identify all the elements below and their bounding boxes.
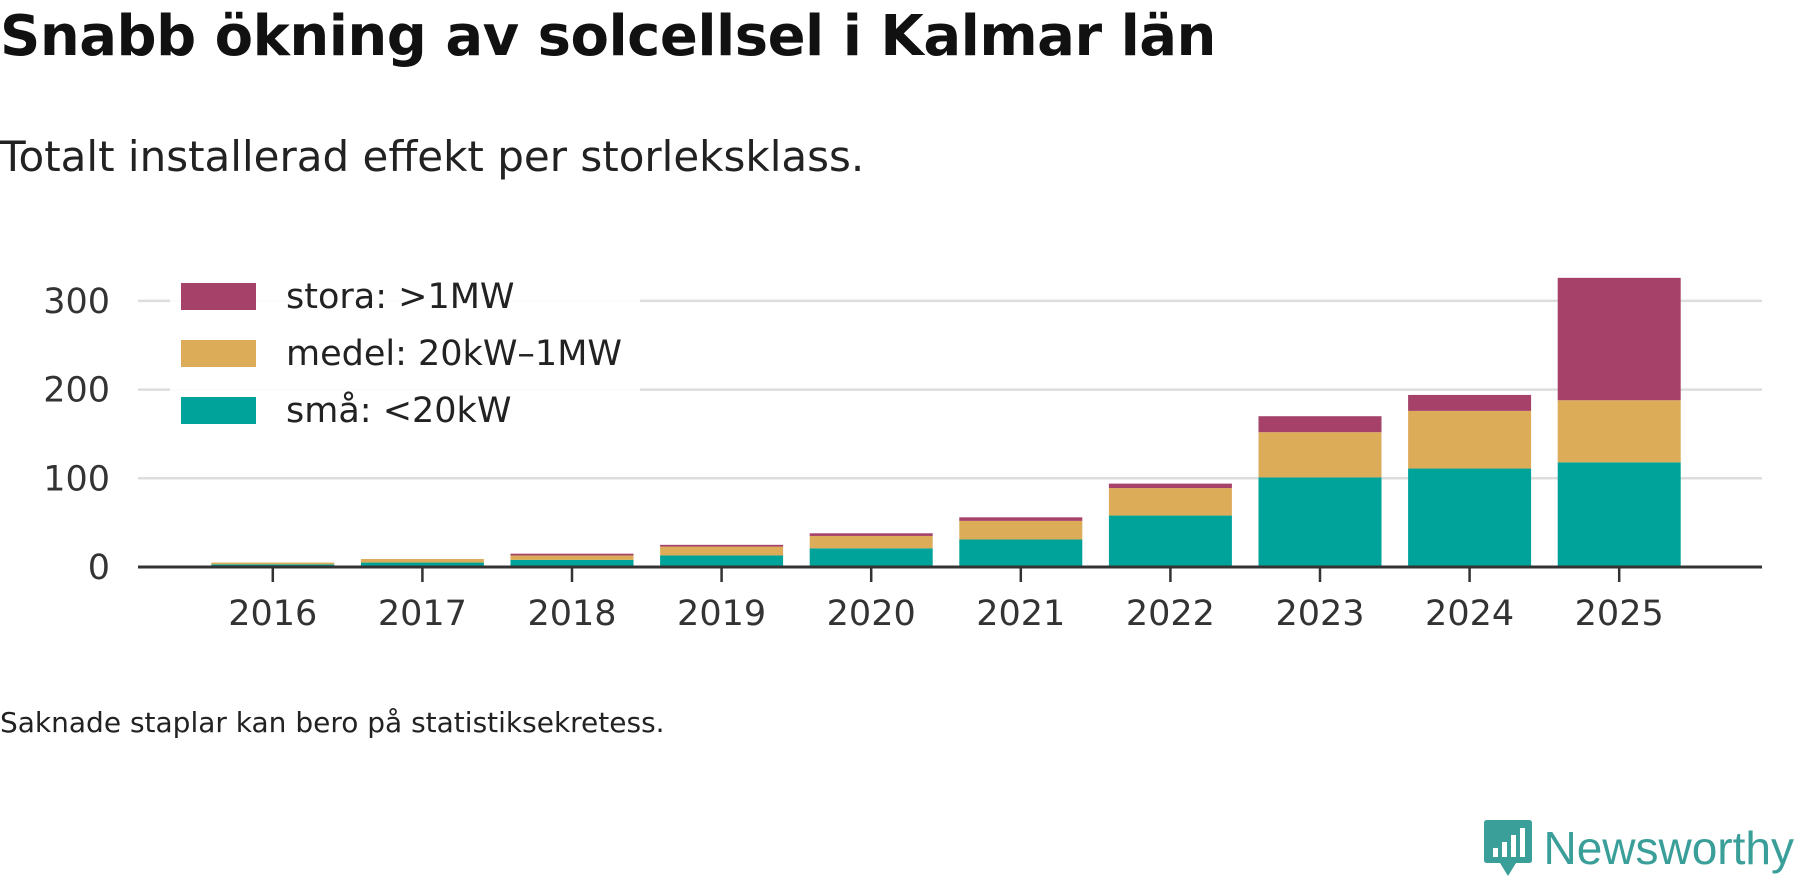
bar-2018-medel: 20kW–1MW [510, 555, 634, 560]
bar-2025-medel: 20kW–1MW [1557, 400, 1681, 463]
chart-subtitle: Totalt installerad effekt per storlekskl… [0, 132, 865, 181]
bar-2024-stora: >1MW [1408, 394, 1532, 411]
bar-2018-små: <20kW [510, 559, 634, 567]
bar-2021-små: <20kW [959, 539, 1083, 567]
bar-2022-stora: >1MW [1108, 483, 1232, 489]
bar-2016-medel: 20kW–1MW [211, 562, 335, 565]
bar-2024-små: <20kW [1408, 468, 1532, 567]
newsworthy-logo-icon [1484, 820, 1533, 876]
brand-name: Newsworthy [1543, 822, 1794, 874]
x-tick-label-2021: 2021 [976, 594, 1065, 634]
x-tick-label-2019: 2019 [677, 594, 766, 634]
bars-group [211, 277, 1681, 567]
bar-2019-små: <20kW [660, 555, 784, 567]
bar-2020-små: <20kW [809, 548, 933, 567]
legend: stora: >1MW medel: 20kW–1MW små: <20kW [170, 270, 640, 440]
bar-2020-stora: >1MW [809, 533, 933, 536]
y-tick-label-100: 100 [43, 459, 110, 499]
brand-logo: Newsworthy [1483, 818, 1794, 878]
x-tick-label-2022: 2022 [1126, 594, 1215, 634]
bar-2023-stora: >1MW [1258, 416, 1382, 433]
bar-2022-medel: 20kW–1MW [1108, 488, 1232, 516]
bar-2025-små: <20kW [1557, 462, 1681, 567]
x-axis-tick-labels: 2016 2017 2018 2019 2020 2021 2022 2023 2024 2025 [228, 594, 1663, 634]
bar-2017-små: <20kW [360, 562, 484, 567]
x-axis [138, 565, 1762, 582]
legend-label-2: små: <20kW [286, 390, 511, 431]
legend-swatch-1 [181, 340, 256, 367]
bar-2018-stora: >1MW [510, 553, 634, 556]
y-tick-label-300: 300 [43, 282, 110, 322]
x-tick-label-2024: 2024 [1425, 594, 1514, 634]
y-tick-label-200: 200 [43, 371, 110, 411]
chart-title: Snabb ökning av solcellsel i Kalmar län [0, 4, 1216, 69]
bar-2024-medel: 20kW–1MW [1408, 410, 1532, 469]
x-tick-label-2025: 2025 [1575, 594, 1664, 634]
x-tick-label-2018: 2018 [527, 594, 616, 634]
y-axis-tick-labels: 0 100 200 300 [43, 282, 110, 588]
bar-2021-medel: 20kW–1MW [959, 520, 1083, 540]
legend-label-0: stora: >1MW [286, 277, 515, 317]
x-tick-label-2017: 2017 [378, 594, 467, 634]
legend-swatch-2 [181, 397, 256, 424]
bar-2017-medel: 20kW–1MW [360, 559, 484, 563]
bar-2020-medel: 20kW–1MW [809, 535, 933, 549]
legend-swatch-0 [181, 283, 256, 310]
x-tick-label-2020: 2020 [827, 594, 916, 634]
footnote: Saknade staplar kan bero på statistiksek… [0, 706, 665, 739]
x-tick-label-2023: 2023 [1275, 594, 1364, 634]
y-tick-label-0: 0 [88, 548, 110, 588]
bar-2021-stora: >1MW [959, 517, 1083, 521]
bar-2022-små: <20kW [1108, 515, 1232, 567]
bar-2025-stora: >1MW [1557, 277, 1681, 401]
x-tick-label-2016: 2016 [228, 594, 317, 634]
bar-2023-små: <20kW [1258, 477, 1382, 567]
bar-2019-medel: 20kW–1MW [660, 546, 784, 556]
legend-label-1: medel: 20kW–1MW [286, 334, 622, 374]
bar-2019-stora: >1MW [660, 544, 784, 547]
bar-2023-medel: 20kW–1MW [1258, 432, 1382, 478]
